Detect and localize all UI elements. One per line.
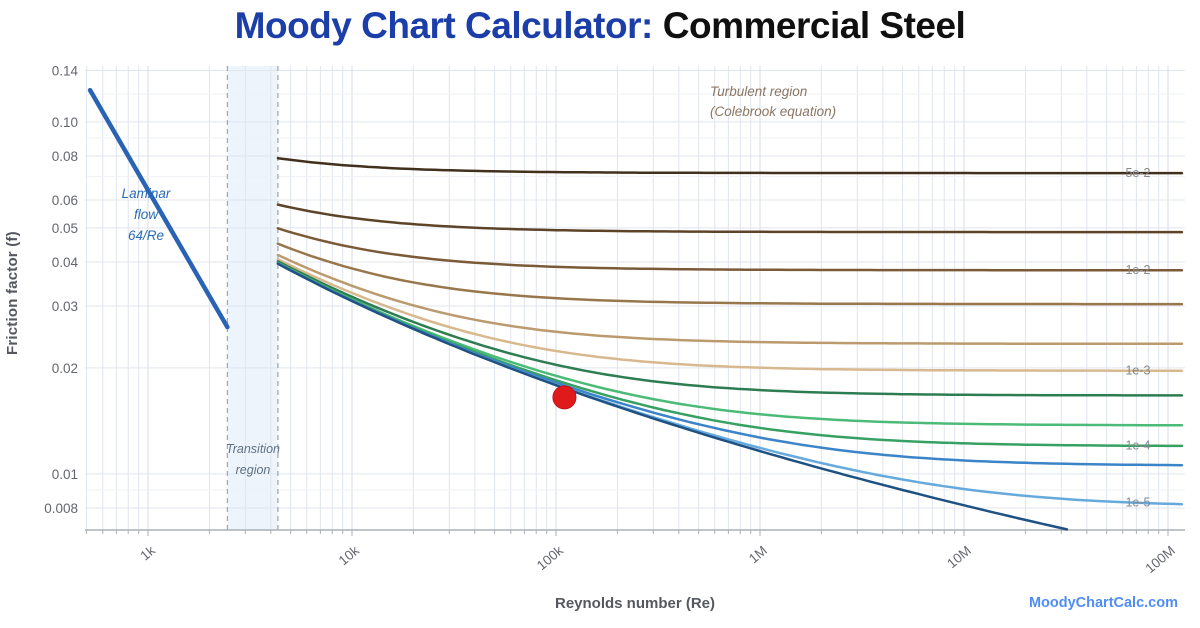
y-tick-label: 0.14 [52,63,79,78]
laminar-region-label: Laminar flow 64/Re [121,186,171,243]
curve-label-5e-2: 5e-2 [1125,166,1150,180]
curve-label-1e-5: 1e-5 [1125,495,1150,509]
curve-label-1e-3: 1e-3 [1125,364,1150,378]
transition-region-label: Transition region [226,442,280,478]
page-title-accent: Moody Chart Calculator: [234,5,654,46]
curve-label-1e-4: 1e-4 [1125,439,1150,453]
roughness-curve-0.02 [276,203,1184,234]
y-tick-label: 0.08 [52,149,78,164]
x-axis-title: Reynolds number (Re) [554,595,716,612]
laminar-flow-line [87,87,230,330]
x-tick-label: 100k [534,543,566,573]
y-axis-title: Friction factor (f) [4,231,21,355]
y-tick-label: 0.03 [52,299,78,314]
roughness-curve-0.001 [276,257,1184,372]
x-tick-label: 10k [336,543,363,569]
y-tick-label: 0.06 [52,193,78,208]
page-title: Moody Chart Calculator: Commercial Steel [0,5,1200,47]
roughness-curve-0.005 [276,242,1184,306]
roughness-curve-0.05 [276,156,1184,175]
y-tick-label: 0.01 [52,467,78,482]
site-watermark-link[interactable]: MoodyChartCalc.com [1028,595,1178,611]
roughness-curve-0.0005 [276,260,1184,397]
roughness-curve-smooth [276,262,1069,531]
transition-region-band [227,66,278,530]
x-tick-label: 100M [1142,543,1178,576]
turbulent-region-label: Turbulent region (Colebrook equation) [710,84,837,120]
y-tick-label: 0.05 [52,221,78,236]
roughness-curve-0.002 [276,253,1184,346]
calculated-point-marker[interactable] [552,385,577,410]
y-tick-label: 0.10 [52,115,78,130]
x-tick-label: 10M [944,543,974,571]
x-tick-label: 1M [746,543,770,567]
roughness-curve-0.01 [276,227,1184,272]
y-tick-label: 0.02 [52,361,78,376]
x-tick-label: 1k [137,543,158,564]
page-title-subject: Commercial Steel [662,5,966,46]
y-tick-label: 0.04 [52,255,79,270]
curve-label-1e-2: 1e-2 [1125,263,1150,277]
y-tick-label: 0.008 [44,501,78,516]
roughness-curve-0.0002 [276,261,1184,427]
